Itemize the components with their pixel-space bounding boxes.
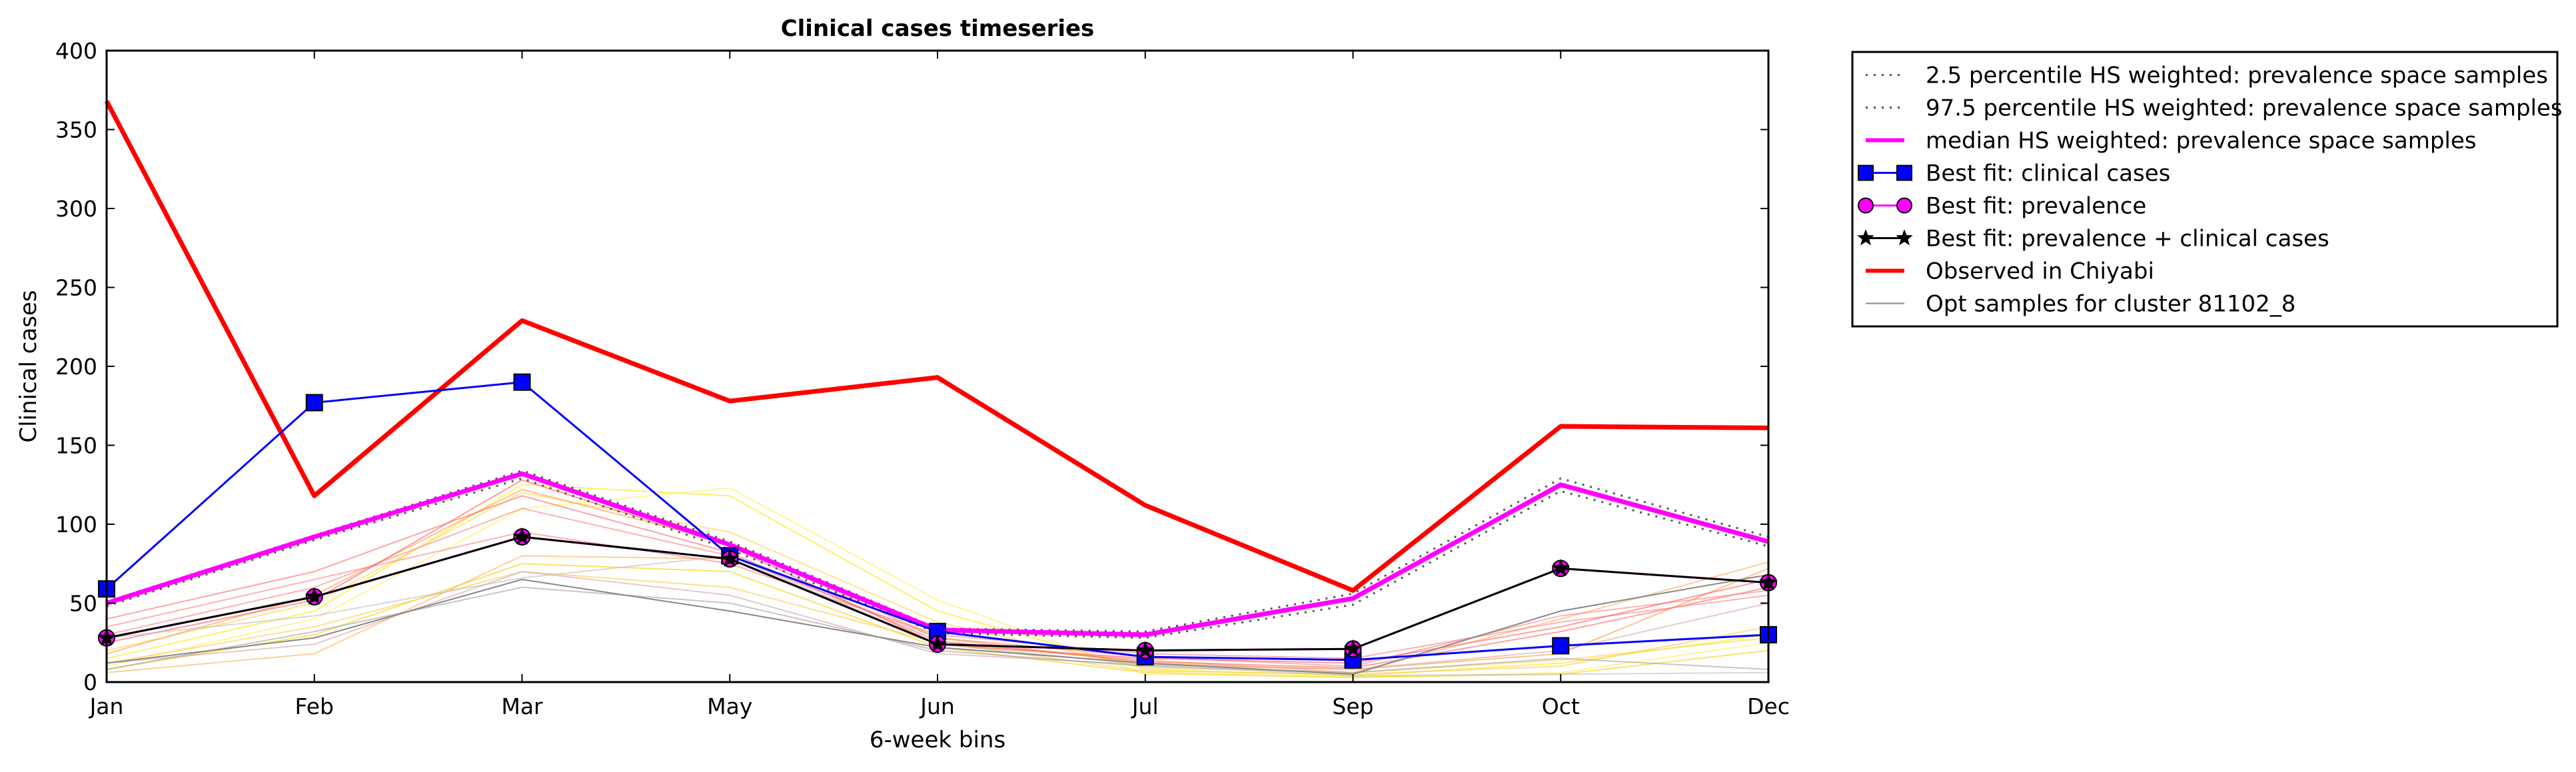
opt-sample-line-12: [106, 571, 1769, 671]
x-tick-label-may: May: [707, 693, 752, 719]
x-axis-title: 6-week bins: [870, 727, 1005, 753]
chart-title: Clinical cases timeseries: [781, 15, 1095, 42]
legend-label-97-5-percentile-hs-weighted-prevalence-space-samples: 97.5 percentile HS weighted: prevalence …: [1926, 95, 2563, 122]
legend-marker-start-best-fit-clinical-cases: [1858, 165, 1874, 181]
observed-in-chiyabi-line: [104, 100, 1769, 593]
legend-marker-start-best-fit-prevalence-clinical-cases: [1857, 229, 1874, 246]
best-fit-clinical-cases-marker-mar: [513, 373, 531, 391]
y-tick-label-0: 0: [83, 669, 97, 695]
legend: 2.5 percentile HS weighted: prevalence s…: [1851, 51, 2563, 328]
x-tick-label-jul: Jul: [1131, 693, 1159, 719]
best-fit-prevalence-clinical-cases-marker-sep: [1343, 639, 1363, 657]
opt-sample-line-7: [106, 555, 1769, 673]
legend-box: [1851, 51, 2559, 328]
legend-label-best-fit-prevalence-clinical-cases: Best fit: prevalence + clinical cases: [1926, 226, 2329, 252]
97-5-percentile-hs-weighted-prevalence-space-samples-line: [106, 469, 1769, 633]
x-tick-label-oct: Oct: [1542, 693, 1580, 719]
x-tick-label-sep: Sep: [1332, 693, 1373, 719]
x-tick-label-dec: Dec: [1747, 693, 1790, 719]
y-tick-label-400: 400: [55, 38, 97, 64]
legend-marker-start-best-fit-prevalence: [1858, 197, 1874, 214]
y-tick-label-200: 200: [55, 354, 97, 380]
legend-label-median-hs-weighted-prevalence-space-samples: median HS weighted: prevalence space sam…: [1926, 128, 2477, 155]
opt-sample-line-1: [106, 484, 1769, 677]
best-fit-prevalence-clinical-cases-marker-feb: [305, 587, 324, 605]
axis-ticks: Jan Feb Mar May Jun Jul Sep Oct Dec 0 50 100 150 200 2…: [55, 38, 1790, 719]
best-fit-prevalence-clinical-cases-marker-mar: [512, 527, 532, 545]
legend-label-2-5-percentile-hs-weighted-prevalence-space-samples: 2.5 percentile HS weighted: prevalence s…: [1926, 63, 2548, 89]
opt-sample-line-3: [106, 492, 1769, 673]
best-fit-clinical-cases-line: [105, 381, 1769, 661]
plot-frame: [105, 49, 1770, 683]
y-axis-title: Clinical cases: [15, 290, 42, 442]
legend-marker-end-best-fit-clinical-cases: [1896, 165, 1912, 181]
best-fit-prevalence-clinical-cases-marker-jul: [1136, 641, 1155, 659]
y-tick-label-150: 150: [55, 433, 97, 459]
x-tick-label-feb: Feb: [295, 693, 334, 719]
y-tick-label-300: 300: [55, 196, 97, 222]
legend-marker-end-best-fit-prevalence-clinical-cases: [1896, 229, 1913, 246]
best-fit-prevalence-clinical-cases-marker-oct: [1551, 558, 1570, 577]
y-tick-label-350: 350: [55, 117, 97, 143]
best-fit-clinical-cases-marker-feb: [305, 394, 323, 412]
x-tick-label-mar: Mar: [501, 693, 543, 719]
legend-label-best-fit-prevalence: Best fit: prevalence: [1926, 193, 2146, 220]
best-fit-clinical-cases-marker-oct: [1552, 637, 1570, 655]
legend-label-opt-samples-for-cluster-81102-8: Opt samples for cluster 81102_8: [1926, 291, 2295, 318]
y-tick-label-50: 50: [69, 591, 97, 617]
series-lines: [97, 100, 1778, 675]
x-tick-label-jun: Jun: [919, 693, 955, 719]
best-fit-prevalence-clinical-cases-marker-may: [720, 549, 739, 567]
legend-label-observed-in-chiyabi: Observed in Chiyabi: [1926, 258, 2154, 285]
y-tick-label-100: 100: [55, 512, 97, 538]
best-fit-prevalence-clinical-cases-marker-jun: [928, 634, 947, 652]
legend-label-best-fit-clinical-cases: Best fit: clinical cases: [1926, 161, 2170, 187]
y-tick-label-250: 250: [55, 275, 97, 301]
legend-marker-end-best-fit-prevalence: [1896, 197, 1912, 214]
x-tick-label-jan: Jan: [89, 693, 124, 719]
